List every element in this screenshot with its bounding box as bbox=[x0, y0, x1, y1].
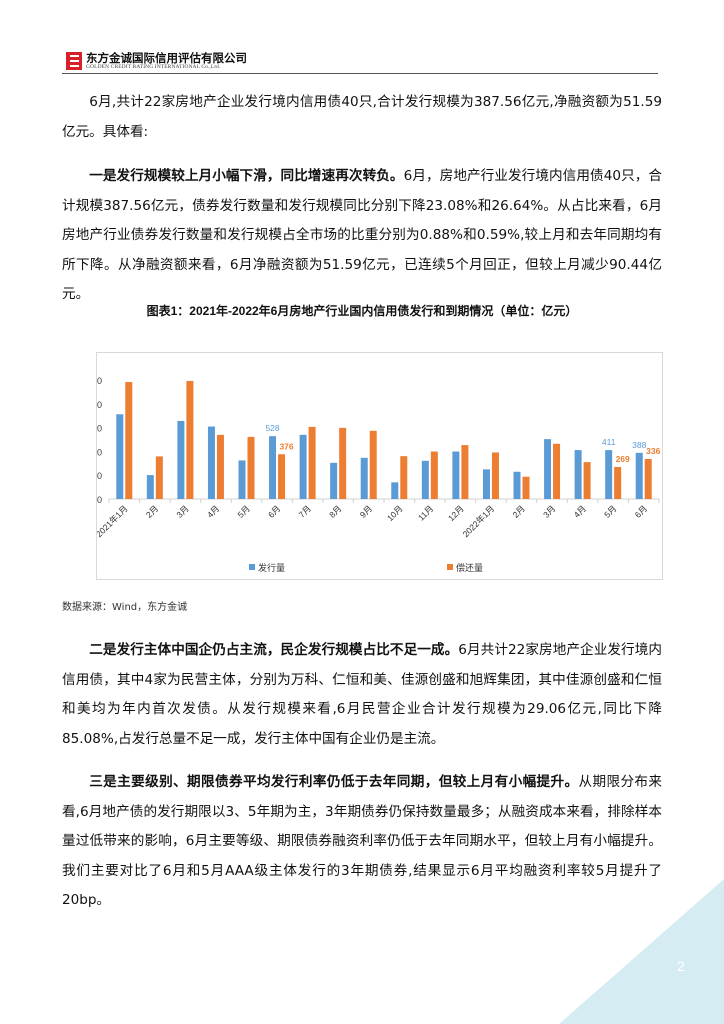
bar-issuance bbox=[513, 471, 521, 499]
data-label: 269 bbox=[616, 454, 630, 464]
bar-issuance bbox=[360, 457, 368, 499]
legend-swatch bbox=[249, 564, 255, 570]
paragraph-2: 二是发行主体中国企仍占主流，民企发行规模占比不足一成。6月共计22家房地产企业发… bbox=[62, 642, 662, 747]
data-label: 376 bbox=[279, 441, 293, 451]
legend-swatch bbox=[447, 564, 453, 570]
bar-issuance bbox=[330, 462, 338, 499]
bar-repayment bbox=[125, 382, 133, 499]
bar-repayment bbox=[583, 462, 591, 499]
bar-repayment bbox=[644, 459, 652, 499]
paragraph-3: 三是主要级别、期限债券平均发行利率仍低于去年同期，但较上月有小幅提升。从期限分布… bbox=[62, 774, 663, 908]
bar-issuance bbox=[635, 452, 643, 499]
y-tick-label: 200 bbox=[97, 471, 102, 481]
company-header: 东方金诚国际信用评估有限公司 GOLDEN CREDIT RATING INTE… bbox=[66, 52, 247, 70]
bar-repayment bbox=[614, 466, 622, 499]
bar-repayment bbox=[155, 456, 163, 499]
y-tick-label: 1000 bbox=[97, 376, 102, 386]
legend-label: 发行量 bbox=[258, 562, 285, 574]
y-tick-label: 800 bbox=[97, 400, 102, 410]
chart-container: 0 200 400 600 800 1000 2021年1月 2月 3月 4月 5月 6月 7月 8月 9月… bbox=[82, 352, 663, 580]
data-label: 388 bbox=[632, 440, 646, 450]
bar-repayment bbox=[553, 443, 561, 499]
x-tick-label: 6月 bbox=[633, 503, 649, 519]
y-tick-label: 0 bbox=[97, 495, 102, 505]
bar-repayment bbox=[491, 452, 499, 499]
x-tick-label: 3月 bbox=[541, 503, 557, 519]
paragraph-intro: 6月,共计22家房地产企业发行境内信用债40只,合计发行规模为387.56亿元,… bbox=[62, 94, 662, 140]
x-tick-label: 2021年1月 bbox=[97, 503, 130, 539]
bar-issuance bbox=[421, 460, 429, 499]
bar-repayment bbox=[400, 456, 408, 499]
bar-issuance bbox=[391, 482, 399, 499]
x-tick-label: 10月 bbox=[385, 503, 405, 523]
x-tick-label: 2022年1月 bbox=[461, 503, 497, 539]
x-tick-label: 5月 bbox=[602, 503, 618, 519]
x-tick-label: 4月 bbox=[205, 503, 221, 519]
bar-repayment bbox=[308, 426, 316, 499]
bar-issuance bbox=[116, 414, 124, 499]
bar-repayment bbox=[522, 476, 530, 499]
x-tick-label: 8月 bbox=[327, 503, 343, 519]
x-tick-label: 5月 bbox=[235, 503, 251, 519]
legend-label: 偿还量 bbox=[456, 562, 483, 574]
x-tick-label: 12月 bbox=[446, 503, 466, 523]
data-label: 528 bbox=[265, 423, 279, 433]
bar-repayment bbox=[369, 430, 377, 499]
bar-issuance bbox=[574, 450, 582, 499]
bar-issuance bbox=[482, 469, 490, 499]
bar-issuance bbox=[177, 420, 185, 499]
figure-caption: 图表1：2021年-2022年6月房地产行业国内信用债发行和到期情况（单位：亿元… bbox=[146, 304, 578, 318]
bar-repayment bbox=[339, 427, 347, 499]
x-tick-label: 3月 bbox=[174, 503, 190, 519]
x-tick-label: 2月 bbox=[510, 503, 526, 519]
paragraph-1: 一是发行规模较上月小幅下滑，同比增速再次转负。6月，房地产行业发行境内信用债40… bbox=[62, 168, 662, 302]
x-tick-label: 4月 bbox=[572, 503, 588, 519]
page-number: 2 bbox=[677, 958, 685, 974]
bar-repayment bbox=[430, 451, 438, 499]
bar-issuance bbox=[605, 450, 613, 499]
x-tick-label: 7月 bbox=[297, 503, 313, 519]
x-tick-label: 2月 bbox=[144, 503, 160, 519]
bar-issuance bbox=[146, 475, 154, 499]
x-tick-label: 11月 bbox=[416, 503, 435, 522]
y-tick-label: 400 bbox=[97, 447, 102, 457]
bar-issuance bbox=[207, 426, 215, 499]
y-tick-label: 600 bbox=[97, 424, 102, 434]
header-divider bbox=[62, 73, 658, 74]
x-tick-label: 6月 bbox=[266, 503, 282, 519]
bar-issuance bbox=[269, 436, 277, 499]
bar-repayment bbox=[461, 445, 469, 499]
bar-issuance bbox=[544, 439, 552, 499]
bar-issuance bbox=[299, 434, 307, 499]
data-label: 336 bbox=[646, 446, 660, 456]
bar-repayment bbox=[186, 380, 194, 499]
bar-repayment bbox=[216, 434, 224, 499]
company-logo bbox=[66, 52, 82, 70]
bar-repayment bbox=[247, 436, 255, 499]
corner-decoration bbox=[559, 879, 724, 1024]
bar-chart: 0 200 400 600 800 1000 2021年1月 2月 3月 4月 5月 6月 7月 8月 9月… bbox=[82, 376, 661, 574]
company-name-en: GOLDEN CREDIT RATING INTERNATIONAL Co.,L… bbox=[86, 64, 221, 70]
data-source: 数据来源：Wind，东方金诚 bbox=[62, 602, 188, 613]
x-tick-label: 9月 bbox=[358, 503, 374, 519]
data-label: 411 bbox=[602, 437, 616, 447]
bar-repayment bbox=[278, 454, 286, 499]
bar-issuance bbox=[452, 451, 460, 499]
company-name-cn: 东方金诚国际信用评估有限公司 bbox=[86, 51, 247, 65]
bar-issuance bbox=[238, 460, 246, 499]
